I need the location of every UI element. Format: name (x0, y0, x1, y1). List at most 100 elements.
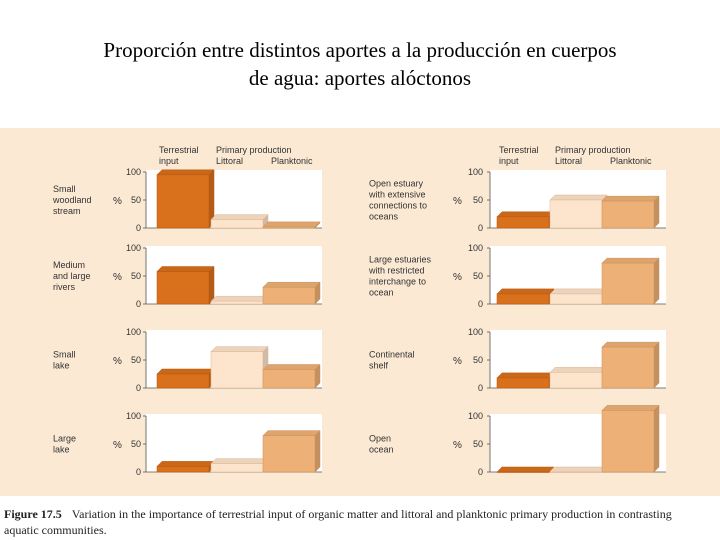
bar-terrestrial-top (496, 372, 555, 379)
bar-terrestrial-top (156, 368, 215, 375)
panel-label-line: with extensive (368, 190, 426, 200)
panel-label-line: connections to (369, 201, 427, 211)
y-tick-label: 0 (478, 383, 483, 393)
panel-label-line: Medium (53, 260, 85, 270)
bar-terrestrial (156, 271, 210, 305)
bar-planktonic-side (653, 404, 660, 473)
bar-planktonic-side (653, 195, 660, 229)
y-tick-label: 50 (473, 355, 483, 365)
bar-littoral-top (549, 466, 608, 473)
y-tick-label: 100 (468, 327, 483, 337)
panel-label-line: with restricted (368, 266, 425, 276)
y-tick-label: 50 (473, 195, 483, 205)
slide-title-line-1: Proporción entre distintos aportes a la … (103, 38, 617, 62)
bar-littoral (549, 199, 603, 229)
y-axis-unit: % (453, 196, 462, 207)
bar-planktonic-side (653, 257, 660, 305)
panel-label-line: ocean (369, 445, 394, 455)
legend-terrestrial-line2: input (159, 156, 179, 166)
bar-terrestrial-side (548, 466, 555, 473)
panel-label-line: ocean (369, 288, 394, 298)
slide-title-line-2: de agua: aportes alóctonos (248, 66, 472, 90)
bar-planktonic (601, 346, 655, 389)
y-tick-label: 0 (136, 299, 141, 309)
bar-terrestrial-side (208, 265, 215, 305)
bar-terrestrial (496, 293, 550, 305)
panel-label-line: stream (53, 206, 81, 216)
panel-label-line: woodland (52, 195, 92, 205)
y-tick-label: 100 (468, 411, 483, 421)
bar-planktonic-side (314, 429, 321, 473)
bar-terrestrial-top (496, 211, 555, 218)
panel-label-line: Large (53, 434, 76, 444)
bar-planktonic-top (262, 364, 321, 370)
y-axis-unit: % (453, 440, 462, 451)
bar-littoral (210, 463, 264, 473)
panel-label-line: interchange to (369, 277, 426, 287)
bar-planktonic (601, 200, 655, 229)
bar-planktonic (601, 262, 655, 305)
panel-label-line: rivers (53, 282, 75, 292)
bar-planktonic-top (262, 281, 321, 288)
bar-littoral-top (210, 295, 269, 302)
y-tick-label: 50 (473, 439, 483, 449)
bar-terrestrial-top (156, 266, 215, 272)
y-tick-label: 50 (131, 355, 141, 365)
y-tick-label: 100 (126, 167, 141, 177)
bar-terrestrial (156, 466, 210, 473)
bar-planktonic-top (262, 221, 321, 228)
bar-littoral-top (549, 194, 608, 201)
y-axis-unit: % (113, 272, 122, 283)
bar-littoral-top (549, 288, 608, 295)
bar-planktonic (262, 226, 316, 229)
bar-terrestrial (156, 373, 210, 389)
bar-terrestrial-top (156, 461, 215, 467)
legend-primary-production: Primary production (555, 145, 631, 155)
panel-label-line: Continental (369, 350, 415, 360)
bar-terrestrial (496, 377, 550, 389)
bar-planktonic-top (601, 257, 660, 264)
panel-label-line: Large estuaries (369, 255, 432, 265)
bar-terrestrial (156, 174, 210, 229)
bar-littoral-top (210, 214, 269, 220)
bar-planktonic (601, 410, 655, 473)
legend-planktonic: Planktonic (271, 156, 313, 166)
bar-littoral-top (210, 346, 269, 352)
legend-primary-production: Primary production (216, 145, 292, 155)
y-axis-unit: % (453, 356, 462, 367)
y-axis-unit: % (453, 272, 462, 283)
y-tick-label: 100 (126, 411, 141, 421)
figure-caption: Figure 17.5 Variation in the importance o… (4, 506, 704, 538)
y-tick-label: 50 (131, 195, 141, 205)
y-tick-label: 100 (126, 327, 141, 337)
panel-label-line: and large (53, 271, 91, 281)
bar-littoral (210, 219, 264, 229)
bar-littoral (210, 300, 264, 305)
bar-terrestrial (496, 471, 550, 473)
figure-caption-text: Variation in the importance of terrestri… (4, 507, 672, 537)
legend-terrestrial-line2: input (499, 156, 519, 166)
bar-littoral (549, 372, 603, 389)
bar-terrestrial-top (156, 169, 215, 176)
y-axis-unit: % (113, 196, 122, 207)
y-tick-label: 0 (136, 223, 141, 233)
bar-terrestrial-top (496, 288, 555, 295)
y-tick-label: 0 (478, 467, 483, 477)
legend-planktonic: Planktonic (610, 156, 652, 166)
y-tick-label: 0 (136, 467, 141, 477)
legend-terrestrial-line1: Terrestrial (499, 145, 539, 155)
panel-label-line: lake (53, 361, 70, 371)
y-tick-label: 100 (468, 243, 483, 253)
bar-littoral-top (549, 367, 608, 373)
y-axis-unit: % (113, 356, 122, 367)
bar-planktonic (262, 286, 316, 305)
y-tick-label: 0 (478, 223, 483, 233)
legend-littoral: Littoral (555, 156, 582, 166)
bar-terrestrial (496, 216, 550, 229)
panel-label-line: shelf (369, 361, 389, 371)
y-tick-label: 100 (126, 243, 141, 253)
bar-planktonic-top (601, 195, 660, 202)
y-tick-label: 0 (136, 383, 141, 393)
panel-label-line: Open estuary (369, 179, 424, 189)
